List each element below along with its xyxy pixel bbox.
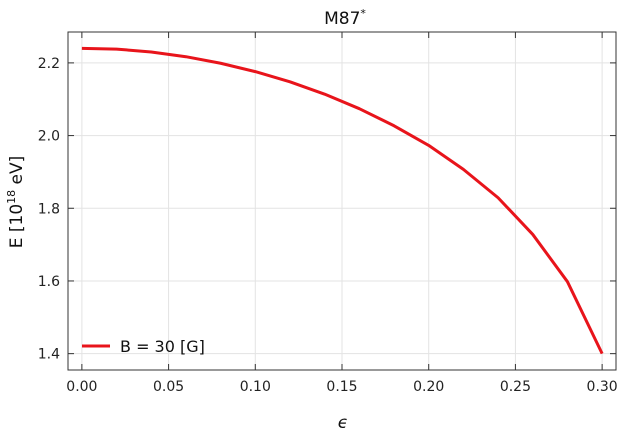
- plot-frame: [67, 31, 617, 371]
- series-lines: [81, 46, 604, 355]
- y-tick-label: 1.8: [38, 201, 60, 217]
- legend-label: B = 30 [G]: [120, 337, 205, 356]
- y-axis-label: E [1018 eV]: [5, 156, 27, 249]
- x-tick-label: 0.15: [326, 379, 357, 395]
- series-line: [81, 46, 604, 355]
- grid-lines: [68, 32, 616, 370]
- chart-title: M87*: [324, 7, 366, 29]
- y-tick-label: 1.6: [38, 274, 60, 290]
- x-tick-label: 0.25: [500, 379, 531, 395]
- y-tick-label: 2.2: [38, 56, 60, 72]
- x-axis-label: ϵ: [338, 413, 348, 433]
- y-tick-label: 2.0: [38, 129, 60, 145]
- y-tick-labels: 1.4 1.6 1.8 2.0 2.2: [38, 56, 60, 363]
- y-tick-label: 1.4: [38, 347, 60, 363]
- x-tick-label: 0.10: [240, 379, 271, 395]
- x-tick-label: 0.20: [413, 379, 444, 395]
- x-tick-labels: 0.00 0.05 0.10 0.15 0.20 0.25 0.30: [66, 379, 617, 395]
- x-tick-label: 0.05: [153, 379, 184, 395]
- axis-ticks: [68, 32, 616, 370]
- x-tick-label: 0.00: [66, 379, 97, 395]
- legend: B = 30 [G]: [82, 337, 205, 356]
- x-tick-label: 0.30: [587, 379, 618, 395]
